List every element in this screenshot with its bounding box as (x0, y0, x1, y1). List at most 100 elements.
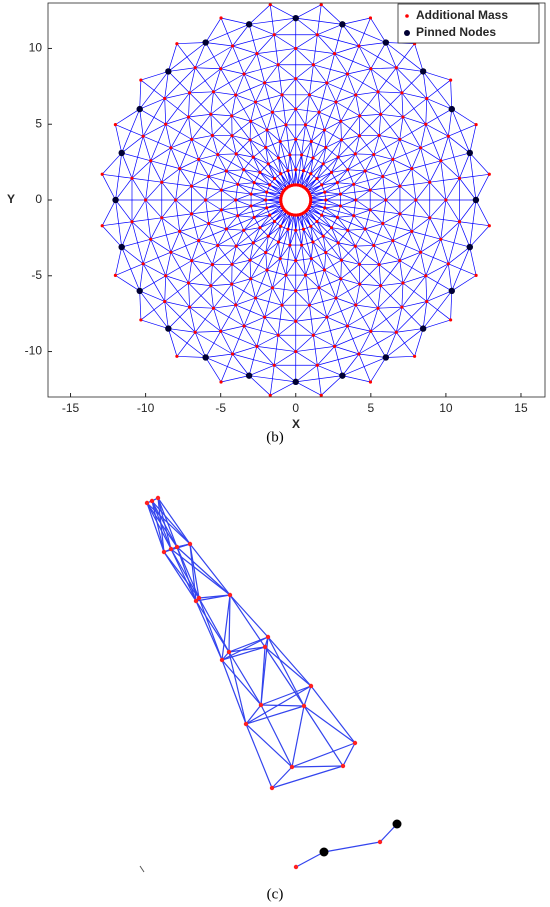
member (335, 297, 356, 306)
member (235, 297, 256, 306)
member (422, 71, 453, 110)
member (270, 381, 296, 396)
mass-node (294, 77, 298, 81)
member (425, 123, 449, 137)
member (401, 275, 427, 308)
member (304, 178, 318, 189)
member (285, 124, 297, 140)
mass-node (357, 134, 362, 138)
member (157, 497, 165, 553)
member (237, 215, 255, 218)
member (295, 124, 306, 140)
member (335, 101, 342, 122)
member (423, 71, 451, 81)
member (253, 156, 269, 165)
member (326, 304, 356, 318)
mass-node (242, 72, 246, 76)
member (342, 742, 356, 767)
mass-node (219, 188, 223, 192)
mass-node (272, 219, 277, 224)
member (278, 226, 282, 243)
member (425, 263, 449, 277)
member (139, 80, 142, 110)
member (420, 147, 431, 183)
member (278, 229, 289, 243)
member (115, 124, 144, 137)
member (210, 285, 236, 306)
member (337, 135, 360, 158)
member (369, 189, 387, 201)
member (250, 205, 255, 218)
member (131, 221, 151, 240)
member (264, 287, 273, 318)
member (272, 287, 296, 292)
member (382, 199, 387, 224)
member (401, 92, 404, 117)
member (277, 64, 296, 80)
member (364, 209, 371, 230)
member (365, 223, 383, 230)
member (221, 209, 238, 217)
caption: (c) (267, 886, 284, 902)
member (232, 346, 257, 355)
member (379, 135, 400, 140)
member (337, 230, 349, 244)
mass-node (294, 137, 298, 141)
member (313, 316, 328, 336)
pinned-node (448, 105, 455, 113)
member (325, 121, 342, 148)
member (208, 170, 227, 177)
member (358, 353, 386, 358)
member (318, 269, 325, 288)
member (380, 92, 403, 115)
mass-node (311, 240, 315, 244)
member (359, 283, 379, 309)
member (243, 214, 270, 231)
member (115, 246, 123, 276)
member (198, 135, 213, 160)
member (373, 139, 400, 155)
mass-node (252, 181, 256, 185)
member (205, 42, 221, 69)
member (243, 169, 261, 173)
member (273, 364, 296, 383)
mass-node (163, 299, 167, 304)
mass-node (296, 183, 300, 187)
member (335, 101, 360, 117)
mass-node (242, 324, 246, 328)
mass-node (242, 228, 246, 232)
member (189, 67, 196, 93)
member (140, 71, 169, 81)
member (179, 159, 199, 169)
member (198, 228, 227, 241)
member (273, 335, 279, 366)
member (305, 124, 325, 131)
mass-node (345, 324, 350, 328)
mass-node (197, 238, 201, 243)
member (399, 116, 404, 140)
member (101, 152, 122, 175)
member (340, 120, 360, 136)
member (370, 42, 387, 69)
member (210, 264, 213, 286)
member (220, 209, 227, 230)
mass-node (345, 72, 350, 76)
member (347, 68, 371, 75)
member (205, 42, 233, 47)
member (382, 223, 412, 232)
member (188, 116, 213, 136)
member (334, 330, 371, 347)
member (271, 766, 293, 789)
member (318, 287, 337, 299)
member (250, 182, 255, 195)
member (272, 258, 281, 288)
member (278, 157, 282, 174)
mass-node (164, 122, 168, 126)
member (373, 154, 393, 160)
member (355, 68, 372, 96)
member (176, 43, 196, 68)
member (121, 246, 144, 265)
member (337, 242, 342, 261)
member (265, 129, 268, 148)
mass-node (346, 168, 350, 172)
